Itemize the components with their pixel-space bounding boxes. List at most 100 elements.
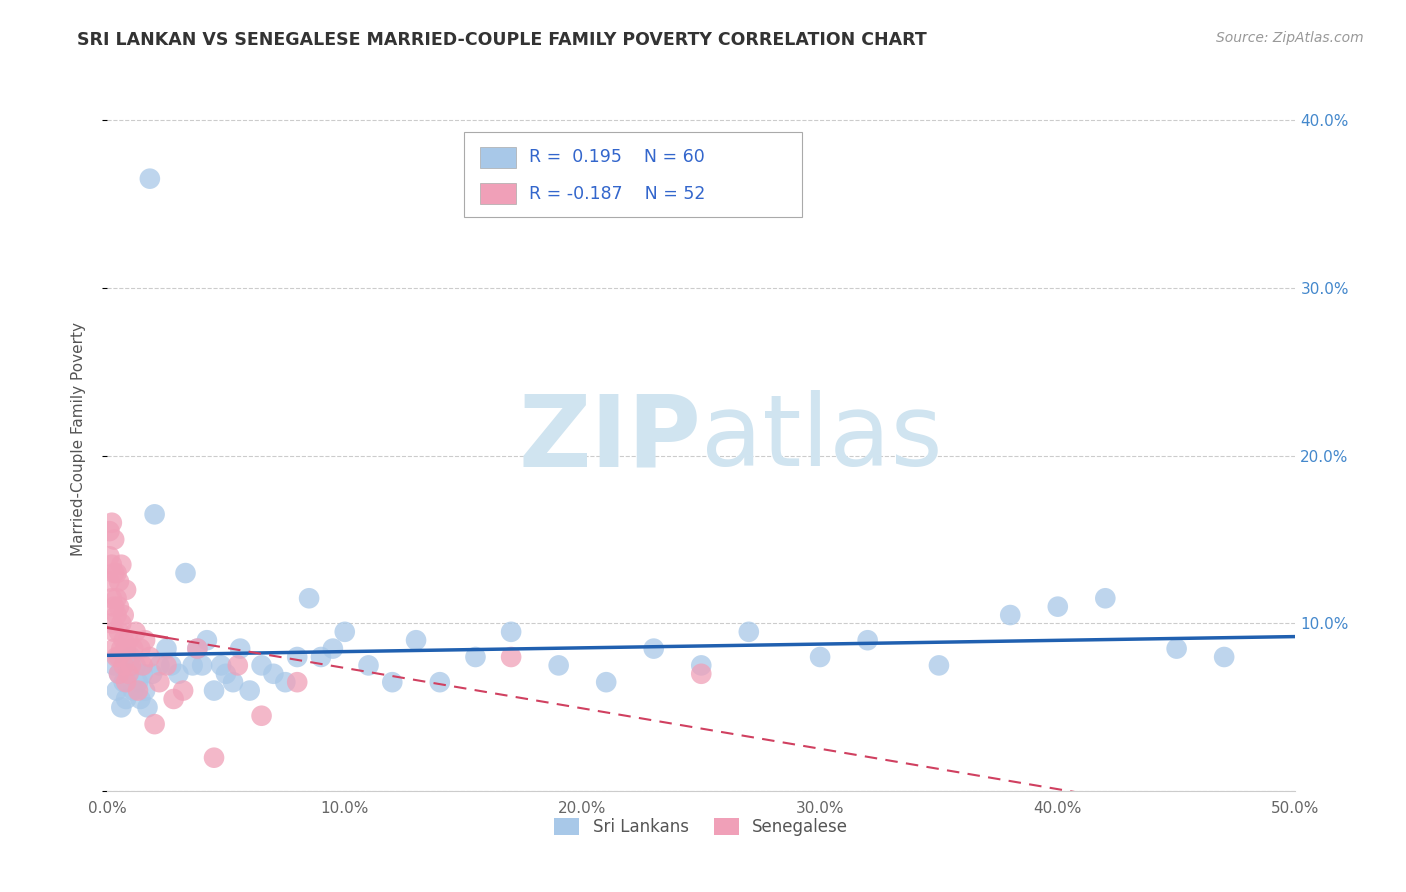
Point bbox=[229, 641, 252, 656]
Point bbox=[115, 641, 138, 656]
Point bbox=[120, 650, 142, 665]
Point bbox=[547, 658, 569, 673]
Point bbox=[132, 658, 155, 673]
Point bbox=[186, 641, 208, 656]
Point bbox=[808, 650, 831, 665]
Point bbox=[222, 675, 245, 690]
Point bbox=[333, 624, 356, 639]
Point bbox=[643, 641, 665, 656]
Point bbox=[738, 624, 761, 639]
Point bbox=[285, 675, 308, 690]
Point bbox=[501, 624, 523, 639]
Point bbox=[172, 683, 194, 698]
Point bbox=[117, 666, 139, 681]
Point bbox=[122, 641, 145, 656]
Point bbox=[274, 675, 297, 690]
Point bbox=[856, 633, 879, 648]
Point bbox=[117, 666, 139, 681]
Text: SRI LANKAN VS SENEGALESE MARRIED-COUPLE FAMILY POVERTY CORRELATION CHART: SRI LANKAN VS SENEGALESE MARRIED-COUPLE … bbox=[77, 31, 927, 49]
Point bbox=[108, 650, 131, 665]
Point bbox=[1213, 650, 1236, 665]
Point bbox=[129, 641, 152, 656]
Point bbox=[139, 650, 162, 665]
Text: Source: ZipAtlas.com: Source: ZipAtlas.com bbox=[1216, 31, 1364, 45]
Point bbox=[134, 633, 156, 648]
Point bbox=[381, 675, 404, 690]
Point bbox=[155, 658, 177, 673]
Point bbox=[101, 516, 124, 530]
Point bbox=[357, 658, 380, 673]
Point bbox=[285, 650, 308, 665]
Point bbox=[127, 675, 149, 690]
Point bbox=[143, 508, 166, 522]
Point bbox=[309, 650, 332, 665]
Point bbox=[174, 566, 197, 580]
Point bbox=[139, 171, 162, 186]
Point bbox=[124, 658, 146, 673]
Point bbox=[928, 658, 950, 673]
Point bbox=[105, 683, 128, 698]
Y-axis label: Married-Couple Family Poverty: Married-Couple Family Poverty bbox=[72, 322, 86, 556]
Point bbox=[134, 683, 156, 698]
Text: R = -0.187    N = 52: R = -0.187 N = 52 bbox=[529, 185, 706, 202]
Point bbox=[110, 558, 132, 572]
Point bbox=[155, 641, 177, 656]
Point bbox=[103, 641, 125, 656]
Point bbox=[112, 658, 135, 673]
Point bbox=[1000, 608, 1022, 623]
Point bbox=[112, 633, 135, 648]
Point bbox=[298, 591, 321, 606]
Point bbox=[101, 616, 124, 631]
Point bbox=[115, 675, 138, 690]
Point bbox=[105, 566, 128, 580]
Point bbox=[148, 675, 170, 690]
Point bbox=[101, 591, 124, 606]
FancyBboxPatch shape bbox=[481, 183, 516, 204]
Point bbox=[129, 692, 152, 706]
Point bbox=[226, 658, 249, 673]
Text: ZIP: ZIP bbox=[519, 391, 702, 487]
Point bbox=[105, 591, 128, 606]
Point bbox=[141, 666, 163, 681]
Point bbox=[108, 666, 131, 681]
Point bbox=[464, 650, 486, 665]
Text: atlas: atlas bbox=[702, 391, 943, 487]
Point bbox=[108, 599, 131, 614]
Point bbox=[322, 641, 344, 656]
Point bbox=[1166, 641, 1188, 656]
Point bbox=[690, 658, 713, 673]
Point bbox=[112, 608, 135, 623]
Point bbox=[148, 658, 170, 673]
Point bbox=[209, 658, 232, 673]
Point bbox=[112, 675, 135, 690]
Point bbox=[429, 675, 451, 690]
Point bbox=[108, 624, 131, 639]
Point bbox=[181, 658, 204, 673]
Point bbox=[167, 666, 190, 681]
Point bbox=[132, 666, 155, 681]
Point bbox=[1046, 599, 1069, 614]
Point bbox=[105, 650, 128, 665]
Point bbox=[250, 658, 273, 673]
Point bbox=[103, 599, 125, 614]
Point bbox=[110, 700, 132, 714]
Point bbox=[202, 683, 225, 698]
Point bbox=[105, 608, 128, 623]
Point bbox=[120, 658, 142, 673]
Point bbox=[98, 524, 121, 538]
Point bbox=[186, 641, 208, 656]
Point bbox=[108, 574, 131, 589]
Legend: Sri Lankans, Senegalese: Sri Lankans, Senegalese bbox=[548, 812, 855, 843]
Point bbox=[103, 624, 125, 639]
Point bbox=[195, 633, 218, 648]
Point bbox=[136, 700, 159, 714]
Point bbox=[110, 641, 132, 656]
Point bbox=[215, 666, 238, 681]
Point bbox=[1094, 591, 1116, 606]
Point bbox=[143, 717, 166, 731]
Point bbox=[262, 666, 284, 681]
Point bbox=[122, 683, 145, 698]
Point bbox=[103, 533, 125, 547]
Point bbox=[202, 750, 225, 764]
Point bbox=[103, 566, 125, 580]
